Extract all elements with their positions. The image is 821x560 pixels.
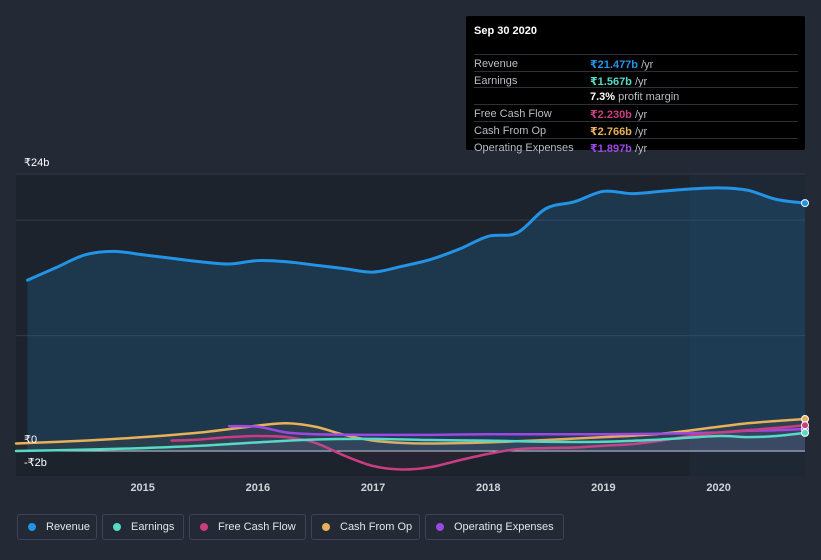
legend-dot-icon [436, 523, 444, 531]
gridlines [16, 173, 805, 452]
legend-label: Revenue [46, 521, 91, 533]
tooltip-value: ₹2.766b [590, 125, 632, 138]
tooltip-row-value: ₹2.230b /yr [590, 108, 647, 121]
x-tick-label-2018: 2018 [475, 482, 501, 494]
earnings-end-marker[interactable] [801, 428, 809, 437]
x-tick-label-2017: 2017 [360, 482, 386, 494]
y-axis-top-label: ₹24b [24, 157, 50, 169]
x-tick-label-2019: 2019 [591, 482, 616, 494]
free-cash-flow-line [170, 424, 807, 471]
tooltip-unit: /yr [638, 59, 654, 71]
tooltip-row-value: ₹21.477b /yr [590, 58, 653, 71]
tooltip-value: ₹1.567b [590, 75, 632, 88]
tooltip-row-label: Operating Expenses [474, 141, 574, 154]
legend-label: Earnings [131, 521, 175, 533]
profit-margin: 7.3% profit margin [590, 91, 679, 103]
legend-dot-icon [28, 523, 36, 531]
legend-dot-icon [113, 523, 121, 531]
tooltip-unit: /yr [631, 142, 648, 155]
revenue-area [27, 187, 805, 451]
legend-item-free-cash-flow[interactable]: Free Cash Flow [189, 514, 306, 540]
tooltip-row-label: Cash From Op [474, 124, 547, 137]
legend-item-earnings[interactable]: Earnings [102, 514, 184, 540]
tooltip-row: Operating Expenses ₹1.897b /yr [474, 137, 798, 156]
tooltip-row-label: Earnings [474, 74, 518, 87]
tooltip-row: Free Cash Flow ₹2.230b /yr [474, 104, 798, 122]
tooltip-value: ₹2.230b [590, 109, 632, 122]
tooltip-row: 7.3% profit margin [474, 87, 798, 105]
tooltip-row: Revenue ₹21.477b /yr [474, 54, 798, 72]
earnings-line [14, 431, 807, 453]
tooltip-row-label: Free Cash Flow [474, 108, 552, 121]
data-tooltip: Sep 30 2020 Revenue ₹21.477b /yr Earnings ₹… [466, 16, 805, 155]
x-tick-label-2016: 2016 [245, 482, 271, 494]
y-axis-bottom-label: -₹2b [24, 457, 47, 469]
legend-label: Free Cash Flow [218, 521, 296, 533]
legend-dot-icon [200, 523, 208, 531]
series-layer [14, 186, 807, 471]
tooltip-value: ₹21.477b [590, 59, 639, 71]
x-tick-label-2015: 2015 [130, 482, 155, 494]
earnings-area [16, 432, 805, 451]
revenue-end-marker[interactable] [801, 199, 809, 208]
free-cash-flow-end-marker[interactable] [801, 421, 809, 430]
x-tick-label-2020: 2020 [706, 482, 731, 494]
tooltip-date: Sep 30 2020 [474, 25, 537, 37]
tooltip-row: Earnings ₹1.567b /yr [474, 70, 798, 89]
plot-background [16, 174, 805, 476]
y-axis-zero-label: ₹0 [24, 434, 38, 446]
tooltip-unit: /yr [631, 125, 648, 138]
legend-label: Operating Expenses [454, 521, 554, 533]
end-markers [801, 199, 809, 437]
legend-dot-icon [322, 523, 330, 531]
profit-margin-value: 7.3% [590, 91, 616, 104]
tooltip-row-label: Revenue [474, 58, 519, 70]
legend-item-operating-expenses[interactable]: Operating Expenses [425, 514, 564, 540]
tooltip-row-value: ₹1.567b /yr [590, 75, 647, 88]
legend-item-revenue[interactable]: Revenue [17, 514, 97, 540]
operating-expenses-area [229, 426, 805, 451]
tooltip-unit: /yr [631, 75, 648, 88]
legend-label: Cash From Op [340, 521, 413, 533]
tooltip-row-value: ₹1.897b /yr [590, 142, 647, 155]
revenue-line [26, 186, 807, 282]
cash-from-op-area [16, 419, 805, 451]
tooltip-unit: /yr [631, 109, 648, 122]
tooltip-row: Cash From Op ₹2.766b /yr [474, 120, 798, 139]
profit-margin-label: profit margin [615, 91, 680, 104]
forecast-region [689, 174, 805, 476]
tooltip-value: ₹1.897b [590, 142, 632, 155]
tooltip-row-value: ₹2.766b /yr [590, 125, 647, 138]
cash-from-op-line [14, 417, 807, 445]
free-cash-flow-area [171, 425, 806, 470]
legend-item-cash-from-op[interactable]: Cash From Op [311, 514, 420, 540]
